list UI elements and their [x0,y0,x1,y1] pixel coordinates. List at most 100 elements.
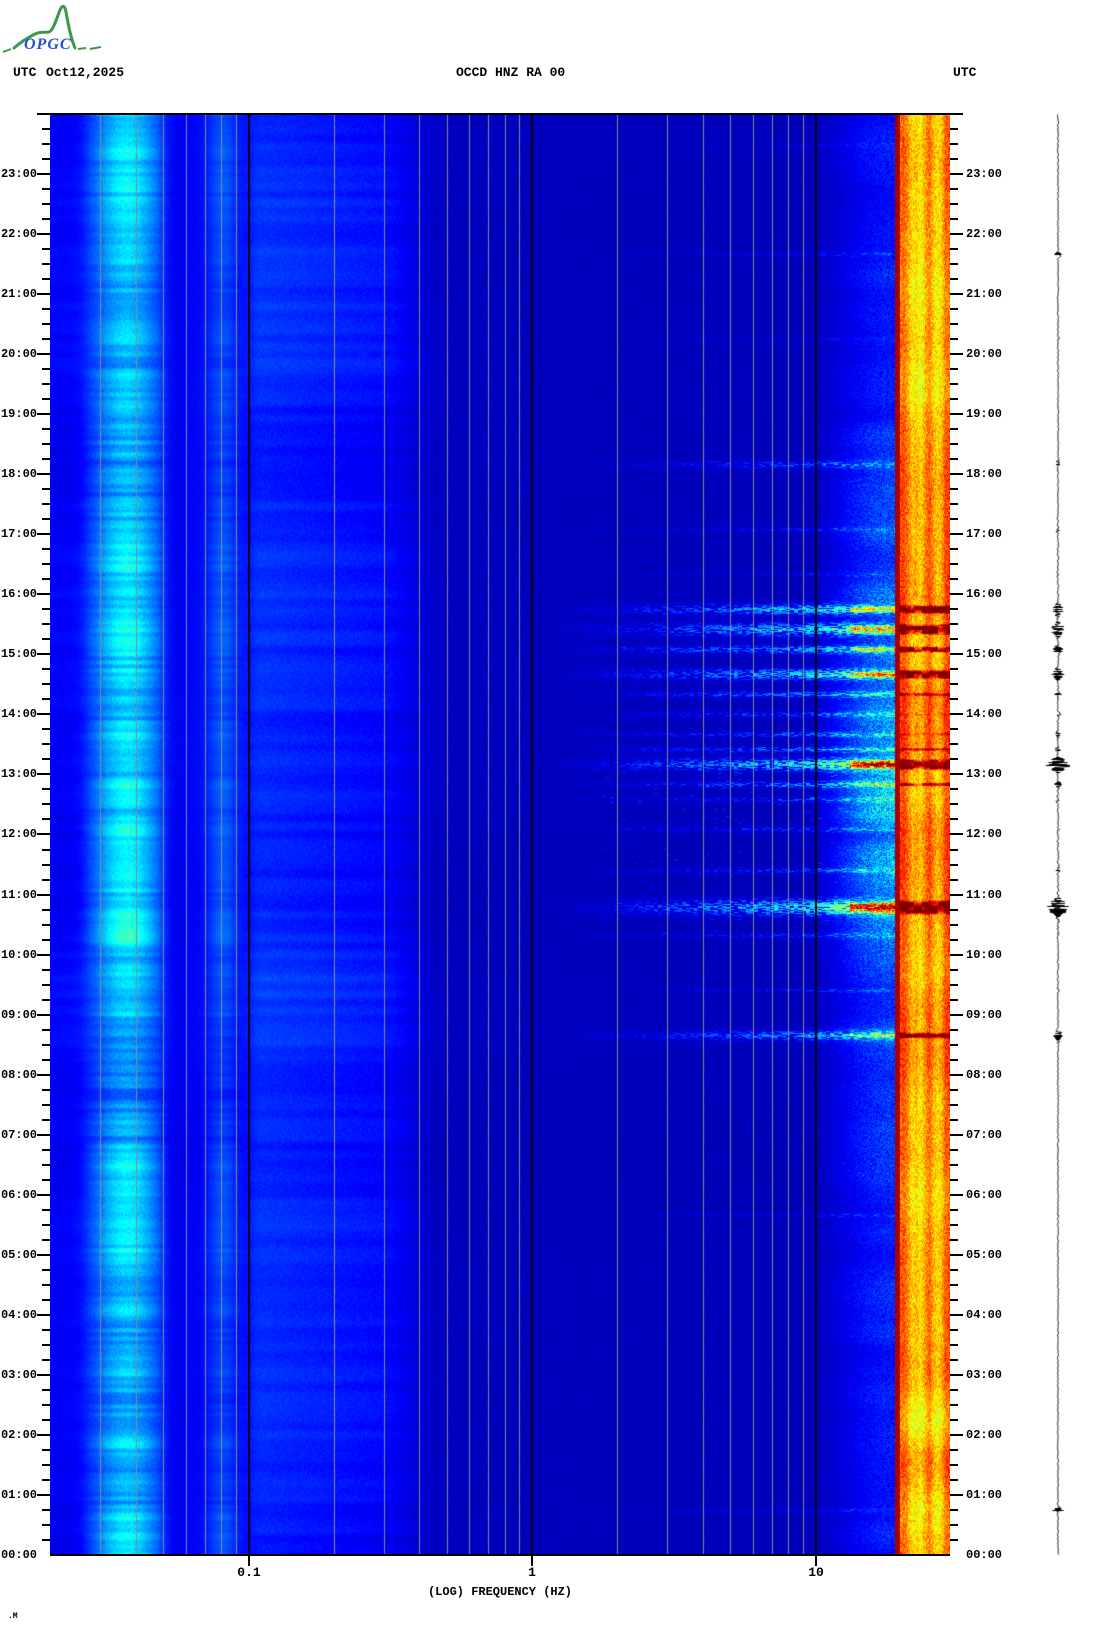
time-tick-minor-right [950,623,958,625]
time-tick-minor-right [950,1299,958,1301]
time-tick-minor-left [42,368,50,370]
time-label-right-0200: 02:00 [966,1428,1003,1442]
time-tick-minor-right [950,128,958,130]
time-tick-minor-right [950,1179,958,1181]
time-tick-minor-left [42,924,50,926]
time-tick-minor-right [950,443,958,445]
time-tick-hour-right [950,413,963,415]
time-tick-hour-left [37,1374,50,1376]
time-label-right-1300: 13:00 [966,767,1003,781]
time-tick-minor-right [950,248,958,250]
time-tick-minor-right [950,518,958,520]
time-tick-hour-right [950,533,963,535]
time-tick-minor-left [42,578,50,580]
time-label-right-0400: 04:00 [966,1308,1003,1322]
time-tick-minor-right [950,578,958,580]
time-tick-minor-left [42,1539,50,1541]
time-tick-minor-left [42,488,50,490]
date-label: Oct12,2025 [46,65,125,80]
time-tick-minor-right [950,1464,958,1466]
time-tick-hour-right [950,593,963,595]
time-tick-minor-left [42,323,50,325]
time-tick-minor-right [950,368,958,370]
time-label-left-0400: 04:00 [0,1308,37,1322]
time-tick-minor-right [950,939,958,941]
time-tick-hour-left [37,113,50,115]
time-tick-minor-right [950,638,958,640]
time-tick-minor-left [42,398,50,400]
time-tick-hour-right [950,473,963,475]
time-tick-minor-left [42,864,50,866]
time-tick-minor-left [42,1209,50,1211]
time-tick-hour-left [37,1194,50,1196]
time-label-left-2100: 21:00 [0,287,37,301]
time-tick-minor-right [950,488,958,490]
time-tick-minor-left [42,1089,50,1091]
time-tick-hour-left [37,1014,50,1016]
time-tick-minor-right [950,1359,958,1361]
time-tick-minor-left [42,338,50,340]
time-label-left-1000: 10:00 [0,948,37,962]
time-label-right-0900: 09:00 [966,1008,1003,1022]
time-tick-minor-right [950,728,958,730]
time-tick-minor-left [42,248,50,250]
time-tick-hour-right [950,1434,963,1436]
time-tick-minor-right [950,1509,958,1511]
time-tick-minor-right [950,1539,958,1541]
time-tick-hour-left [37,1494,50,1496]
time-tick-hour-right [950,894,963,896]
time-tick-minor-left [42,1029,50,1031]
time-tick-minor-right [950,1479,958,1481]
time-label-left-0200: 02:00 [0,1428,37,1442]
time-tick-minor-right [950,218,958,220]
time-tick-minor-right [950,1044,958,1046]
time-tick-hour-right [950,1314,963,1316]
time-tick-hour-right [950,773,963,775]
time-tick-hour-right [950,653,963,655]
time-label-left-2000: 20:00 [0,347,37,361]
time-label-right-1200: 12:00 [966,827,1003,841]
freq-tick-label-10: 10 [808,1565,824,1580]
time-label-right-0500: 05:00 [966,1248,1003,1262]
time-tick-minor-right [950,849,958,851]
time-tick-hour-left [37,413,50,415]
time-tick-minor-right [950,818,958,820]
time-label-right-0800: 08:00 [966,1068,1003,1082]
time-tick-minor-left [42,218,50,220]
time-tick-minor-right [950,1104,958,1106]
time-label-right-0300: 03:00 [966,1368,1003,1382]
time-tick-minor-right [950,458,958,460]
time-tick-minor-left [42,158,50,160]
time-tick-minor-right [950,608,958,610]
time-tick-minor-left [42,443,50,445]
time-label-left-0300: 03:00 [0,1368,37,1382]
time-tick-minor-right [950,1149,958,1151]
time-tick-minor-right [950,1524,958,1526]
time-label-left-2200: 22:00 [0,227,37,241]
time-tick-minor-left [42,668,50,670]
time-tick-minor-left [42,503,50,505]
time-tick-minor-left [42,1224,50,1226]
time-tick-hour-left [37,1074,50,1076]
freq-tick-10 [815,1555,817,1566]
time-tick-minor-left [42,278,50,280]
time-tick-minor-left [42,849,50,851]
logo-text: OPGC [24,36,72,53]
frequency-axis-title: (LOG) FREQUENCY (HZ) [427,1585,573,1599]
time-label-right-1900: 19:00 [966,407,1003,421]
time-tick-minor-left [42,1269,50,1271]
time-tick-minor-left [42,263,50,265]
time-tick-minor-left [42,1359,50,1361]
time-tick-minor-left [42,728,50,730]
logo-mountain-profile [12,4,77,50]
time-tick-minor-left [42,1464,50,1466]
time-tick-minor-left [42,1419,50,1421]
time-tick-minor-right [950,999,958,1001]
time-tick-minor-left [42,984,50,986]
time-tick-minor-right [950,143,958,145]
time-label-left-1600: 16:00 [0,587,37,601]
time-tick-minor-left [42,383,50,385]
time-tick-minor-left [42,788,50,790]
time-tick-minor-left [42,1179,50,1181]
